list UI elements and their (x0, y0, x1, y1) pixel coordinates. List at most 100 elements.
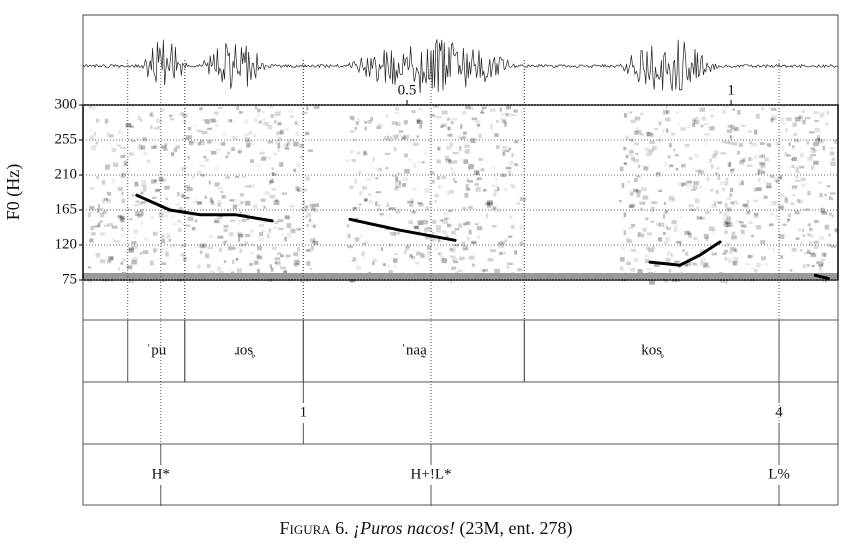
spectrogram-cell (175, 145, 181, 149)
spectrogram-cell (103, 224, 110, 227)
spectrogram-cell (387, 136, 393, 142)
spectrogram-cell (746, 209, 751, 214)
spectrogram-cell (275, 199, 278, 203)
spectrogram-cell (794, 117, 801, 122)
spectrogram-cell (798, 199, 803, 204)
spectrogram-cell (654, 127, 659, 131)
spectrogram-cell (166, 233, 171, 239)
spectrogram-cell (471, 117, 478, 121)
spectrogram-cell (470, 240, 477, 244)
spectrogram-cell (296, 163, 300, 168)
spectrogram-cell (120, 172, 126, 178)
spectrogram-cell (720, 279, 725, 283)
spectrogram-cell (117, 215, 123, 218)
spectrogram-cell (630, 138, 634, 142)
spectrogram-cell (151, 146, 156, 149)
spectrogram-cell (630, 156, 635, 161)
spectrogram-cell (151, 196, 157, 200)
spectrogram-cell (502, 251, 506, 255)
spectrogram-cell (511, 185, 516, 190)
spectrogram-cell (269, 264, 273, 269)
spectrogram-cell (675, 241, 680, 244)
spectrogram-cell (362, 151, 368, 156)
spectrogram-cell (191, 175, 195, 179)
spectrogram-cell (639, 201, 646, 205)
spectrogram-cell (453, 260, 459, 264)
spectrogram-cell (209, 270, 215, 273)
spectrogram-cell (261, 118, 267, 122)
spectrogram-cell (644, 217, 649, 221)
spectrogram-cell (382, 263, 386, 267)
spectrogram-cell (253, 260, 259, 265)
spectrogram-cell (164, 214, 168, 218)
spectrogram-cell (230, 271, 235, 274)
spectrogram-cell (731, 235, 737, 240)
spectrogram-cell (244, 184, 249, 188)
spectrogram-cell (142, 186, 147, 192)
spectrogram-cell (364, 121, 367, 124)
spectrogram-cell (242, 175, 247, 178)
spectrogram-cell (450, 121, 454, 125)
spectrogram-cell (351, 118, 355, 122)
spectrogram-baseline (83, 273, 838, 279)
caption-title: ¡Puros nacos! (353, 518, 455, 538)
spectrogram-cell (697, 239, 700, 245)
spectrogram-cell (649, 279, 655, 285)
spectrogram-cell (470, 138, 476, 144)
spectrogram-cell (727, 258, 733, 264)
spectrogram-cell (411, 110, 416, 114)
spectrogram-cell (703, 233, 709, 239)
spectrogram-cell (509, 160, 514, 166)
spectrogram-cell (445, 145, 452, 150)
spectrogram-cell (180, 167, 187, 171)
spectrogram-cell (683, 182, 688, 186)
spectrogram-cell (640, 187, 647, 192)
spectrogram-cell (196, 201, 202, 205)
spectrogram-cell (500, 112, 505, 116)
spectrogram-cell (354, 178, 358, 184)
spectrogram-cell (107, 131, 110, 137)
spectrogram-cell (482, 268, 488, 272)
spectrogram-cell (747, 254, 751, 260)
spectrogram-cell (364, 239, 369, 245)
spectrogram-cell (808, 241, 813, 247)
spectrogram-cell (694, 198, 700, 203)
spectrogram-cell (822, 279, 828, 283)
spectrogram-cell (726, 197, 731, 200)
spectrogram-cell (727, 162, 731, 167)
spectrogram-cell (642, 227, 647, 232)
spectrogram-cell (117, 130, 122, 135)
spectrogram-cell (391, 121, 398, 126)
spectrogram-cell (450, 266, 457, 270)
spectrogram-cell (778, 203, 784, 209)
spectrogram-cell (738, 221, 744, 224)
spectrogram-cell (267, 140, 273, 144)
spectrogram-cell (395, 121, 401, 127)
spectrogram-cell (721, 109, 727, 115)
spectrogram-cell (140, 191, 144, 195)
spectrogram-cell (646, 152, 652, 156)
spectrogram-cell (784, 117, 788, 121)
spectrogram-cell (313, 203, 320, 208)
spectrogram-cell (129, 152, 134, 156)
spectrogram-cell (398, 130, 404, 133)
spectrogram-cell (657, 237, 662, 242)
spectrogram-cell (88, 106, 92, 109)
spectrogram-cell (372, 258, 377, 263)
spectrogram-cell (440, 125, 444, 128)
spectrogram-cell (256, 253, 261, 257)
spectrogram-cell (430, 202, 433, 206)
spectrogram-cell (828, 196, 832, 200)
spectrogram-cell (702, 265, 707, 269)
spectrogram-cell (171, 152, 175, 157)
spectrogram-cell (121, 198, 126, 204)
spectrogram-cell (409, 204, 414, 207)
spectrogram-cell (629, 190, 636, 194)
spectrogram-cell (219, 190, 224, 194)
spectrogram-cell (444, 155, 450, 160)
spectrogram-cell (275, 140, 281, 145)
spectrogram-cell (644, 258, 650, 264)
spectrogram-cell (451, 117, 458, 121)
spectrogram-cell (793, 132, 798, 136)
